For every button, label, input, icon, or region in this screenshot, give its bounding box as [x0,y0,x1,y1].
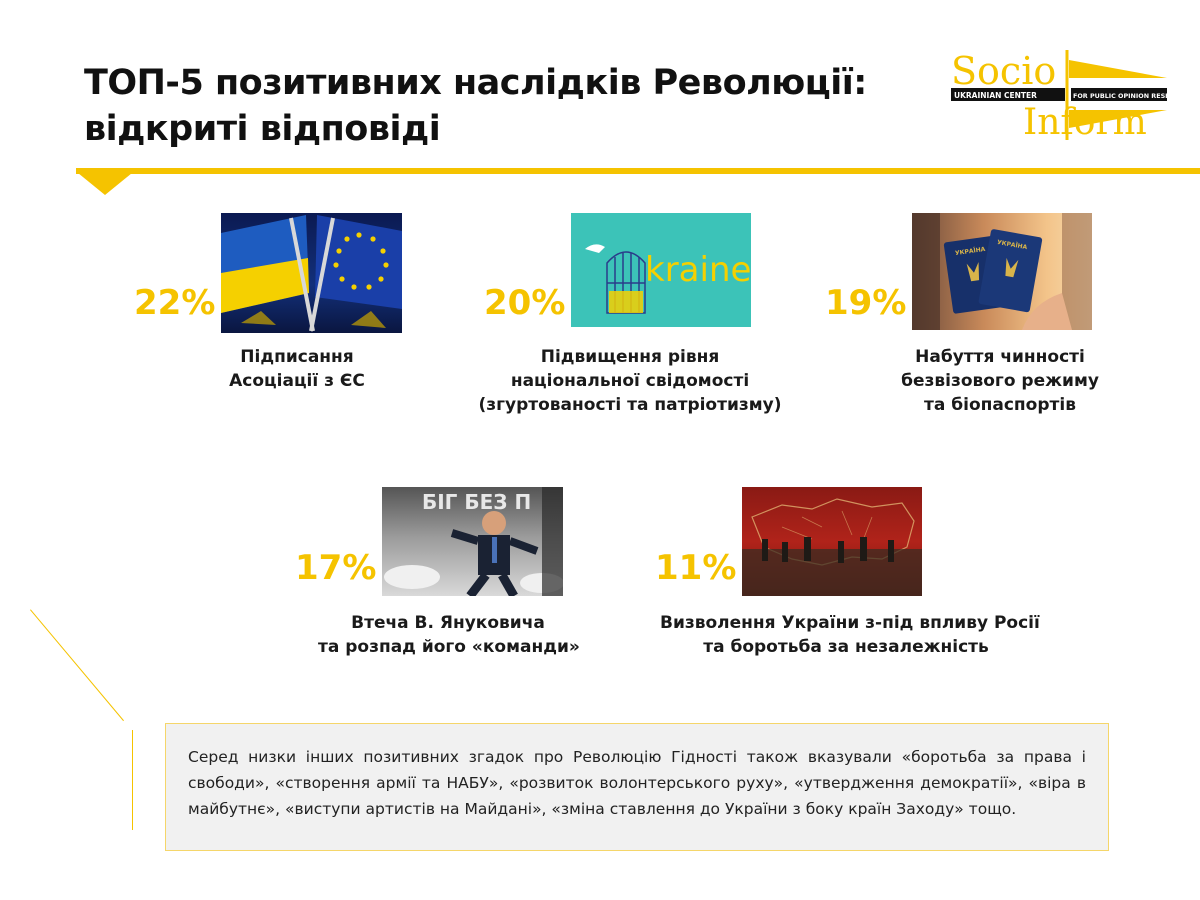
item-2-image-text: kraine [645,250,751,290]
item-1-image [221,213,402,333]
item-4-caption-line-1: Втеча В. Януковича [351,613,545,633]
header-divider-pointer [78,173,132,195]
header-divider [76,168,1200,174]
passport-1-text: УКРАЇНА [955,246,986,257]
decorative-line-diagonal [30,609,124,722]
item-2-image: kraine [571,213,751,327]
item-3-caption-line-1: Набуття чинності [915,347,1085,367]
socioinform-logo-graphic: Socio UKRAINIAN CENTER FOR PUBLIC OPINIO… [951,49,1189,143]
item-2-caption: Підвищення рівня національної свідомості… [470,345,790,417]
item-4-image-text: БІГ БЕЗ П [422,490,531,514]
item-2-caption-line-3: (згуртованості та патріотизму) [478,395,782,415]
item-1-caption-line-1: Підписання [240,347,354,367]
item-1-percent: 22% [134,283,216,323]
item-5-caption: Визволення України з-під впливу Росії та… [660,611,1040,659]
item-5-image [742,487,922,596]
item-5-caption-line-2: та боротьба за незалежність [703,637,989,657]
item-2-caption-line-1: Підвищення рівня [540,347,720,367]
logo-word-socio: Socio [951,49,1056,93]
socioinform-logo: Socio UKRAINIAN CENTER FOR PUBLIC OPINIO… [945,48,1189,144]
item-3-caption: Набуття чинності безвізового режиму та б… [880,345,1120,417]
item-3-image: УКРАЇНА УКРАЇНА [912,213,1092,330]
item-3-caption-line-3: та біопаспортів [924,395,1076,415]
trident-icon [966,261,980,282]
title-line-1: ТОП-5 позитивних наслідків Революції: [84,63,867,103]
page-title: ТОП-5 позитивних наслідків Революції: ві… [84,60,867,152]
title-line-2: відкриті відповіді [84,109,441,149]
item-2-caption-line-2: національної свідомості [510,371,750,391]
logo-band-right: FOR PUBLIC OPINION RESEARCH [1073,92,1170,100]
bird-icon [585,244,605,253]
logo-word-inform: Inform [1023,102,1147,143]
item-1-caption: Підписання Асоціації з ЄС [197,345,397,393]
item-4-image: БІГ БЕЗ П [382,487,563,596]
logo-band-left: UKRAINIAN CENTER [954,91,1037,100]
item-4-caption-line-2: та розпад його «команди» [318,637,580,657]
summary-note: Серед низки інших позитивних згадок про … [165,723,1109,851]
item-2-percent: 20% [484,283,566,323]
decorative-line-left [132,730,133,830]
item-4-caption: Втеча В. Януковича та розпад його «коман… [318,611,580,659]
item-1-caption-line-2: Асоціації з ЄС [229,371,365,391]
item-3-percent: 19% [825,283,907,323]
item-4-percent: 17% [295,548,377,588]
item-5-percent: 11% [655,548,737,588]
trident-icon [1005,257,1019,278]
item-3-caption-line-2: безвізового режиму [901,371,1099,391]
item-5-caption-line-1: Визволення України з-під впливу Росії [660,613,1040,633]
